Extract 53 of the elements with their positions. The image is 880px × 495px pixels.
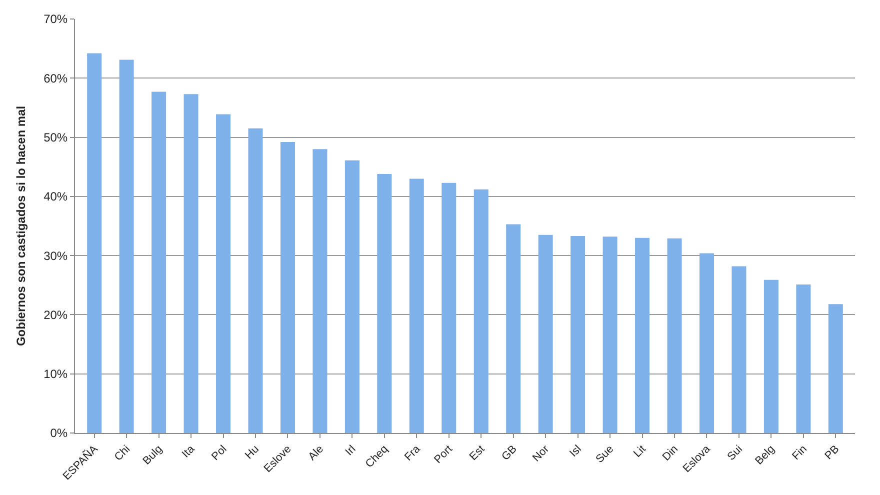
x-tick-label: Sui <box>725 443 745 463</box>
bar <box>184 94 198 433</box>
bar <box>280 142 295 433</box>
bar <box>764 280 778 433</box>
x-tick-label: PB <box>822 443 842 462</box>
y-tick-label: 70% <box>44 12 68 26</box>
y-tick-label: 60% <box>44 71 68 86</box>
bar <box>248 128 263 433</box>
x-tick-label: Fin <box>790 443 810 463</box>
x-tick-label: Port <box>432 443 455 466</box>
bar <box>828 304 843 433</box>
y-tick-label: 30% <box>44 248 68 263</box>
bar <box>216 114 231 433</box>
x-tick-label: Isl <box>568 443 584 460</box>
y-tick-label: 50% <box>44 130 68 144</box>
bar <box>344 160 360 433</box>
x-tick-label: GB <box>500 443 520 463</box>
x-tick-label: Irl <box>343 443 358 458</box>
bar <box>442 182 456 433</box>
bar <box>667 238 682 433</box>
bar <box>538 234 553 433</box>
bar <box>635 238 650 433</box>
x-tick-label: Sue <box>594 443 616 466</box>
bar <box>152 92 166 433</box>
x-tick-label: Bulg <box>140 443 165 468</box>
bar <box>119 60 134 433</box>
x-tick-label: Belg <box>753 443 778 468</box>
bar <box>312 149 328 433</box>
x-tick-label: Pol <box>210 443 230 463</box>
y-axis-title: Gobiernos son castigados si lo hacen mal <box>14 106 28 346</box>
x-tick-label: Nor <box>530 442 552 464</box>
x-tick-label: Din <box>660 443 681 464</box>
x-tick-label: Hu <box>243 443 262 462</box>
bar <box>87 53 102 433</box>
x-tick-label: Chi <box>112 443 133 464</box>
bar <box>377 174 392 433</box>
bar <box>796 284 811 433</box>
x-tick-label: Lit <box>632 443 648 460</box>
x-tick-label: Est <box>467 443 488 463</box>
y-tick-label: 10% <box>44 367 68 382</box>
y-tick-label: 20% <box>44 308 68 322</box>
bar <box>409 178 424 433</box>
bar <box>732 266 746 433</box>
bar <box>506 224 521 433</box>
x-tick-label: Ale <box>306 443 326 463</box>
bar <box>699 253 714 433</box>
y-tick-label: 0% <box>50 426 68 440</box>
y-tick-label: 40% <box>44 190 68 204</box>
bar <box>602 236 618 433</box>
x-tick-label: Fra <box>402 442 424 464</box>
bar <box>570 236 586 433</box>
bar <box>474 189 488 433</box>
x-tick-label: Ita <box>180 442 198 460</box>
